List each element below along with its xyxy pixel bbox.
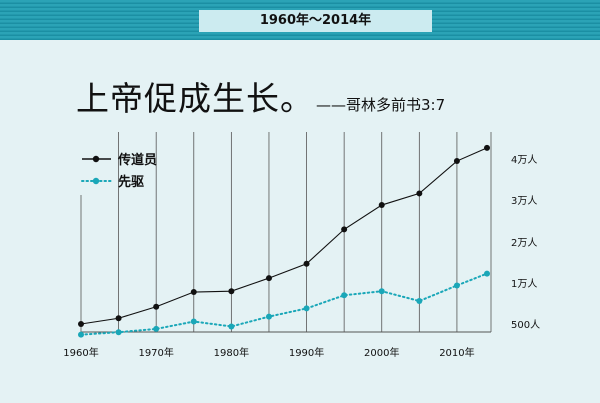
data-point	[378, 202, 385, 209]
y-tick-label: 1万人	[511, 278, 537, 290]
data-point	[228, 323, 235, 330]
data-point	[115, 315, 122, 322]
x-tick-label: 1960年	[63, 346, 98, 359]
data-point	[484, 270, 490, 277]
data-point	[453, 282, 460, 289]
data-point	[153, 303, 160, 310]
data-point	[115, 329, 122, 336]
y-tick-label: 2万人	[511, 237, 537, 249]
x-tick-label: 1980年	[214, 346, 249, 359]
data-point	[78, 321, 84, 327]
data-point	[303, 260, 310, 267]
data-point	[378, 288, 385, 295]
data-point	[453, 158, 460, 165]
period-label: 1960年〜2014年	[199, 10, 432, 32]
data-point	[341, 292, 348, 299]
data-point	[416, 190, 423, 197]
x-tick-label: 2010年	[439, 346, 474, 359]
y-tick-label: 500人	[511, 319, 540, 331]
data-point	[78, 331, 84, 338]
legend-marker-0	[92, 155, 100, 163]
series-line-1	[80, 272, 488, 336]
headline-reference: ——哥林多前书3:7	[316, 96, 446, 114]
data-point	[153, 325, 160, 332]
legend-label: 先驱	[118, 174, 144, 190]
data-point	[190, 318, 197, 325]
x-tick-label: 1990年	[289, 346, 324, 359]
y-tick-label: 3万人	[511, 195, 537, 207]
x-tick-label: 1970年	[138, 346, 173, 359]
x-tick-label: 2000年	[364, 346, 399, 359]
data-point	[303, 305, 310, 312]
data-point	[228, 288, 235, 295]
legend-label: 传道员	[117, 152, 157, 168]
data-point	[484, 144, 490, 151]
data-point	[341, 226, 348, 233]
data-point	[416, 298, 423, 305]
headline-text: 上帝促成生长。	[76, 79, 314, 118]
data-point	[265, 313, 272, 320]
y-tick-label: 4万人	[511, 154, 537, 166]
data-point	[265, 275, 272, 282]
headline: 上帝促成生长。 ——哥林多前书3:7	[76, 72, 445, 120]
legend-marker-1	[92, 177, 100, 185]
data-point	[190, 289, 197, 296]
series-line-0	[80, 147, 488, 325]
